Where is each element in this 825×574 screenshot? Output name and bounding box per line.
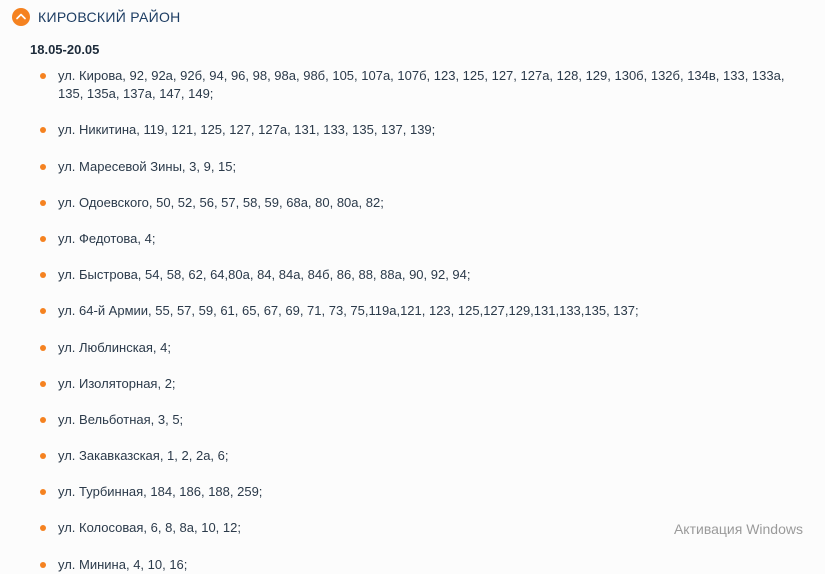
section-title: КИРОВСКИЙ РАЙОН bbox=[38, 9, 181, 25]
list-item: ул. Минина, 4, 10, 16; bbox=[40, 556, 825, 574]
list-item: ул. Закавказская, 1, 2, 2а, 6; bbox=[40, 447, 825, 465]
list-item: ул. Маресевой Зины, 3, 9, 15; bbox=[40, 158, 825, 176]
list-item: ул. Быстрова, 54, 58, 62, 64,80а, 84, 84… bbox=[40, 266, 825, 284]
list-item: ул. 64-й Армии, 55, 57, 59, 61, 65, 67, … bbox=[40, 302, 825, 320]
list-item: ул. Федотова, 4; bbox=[40, 230, 825, 248]
list-item: ул. Изоляторная, 2; bbox=[40, 375, 825, 393]
date-range: 18.05-20.05 bbox=[0, 32, 825, 67]
address-list: ул. Кирова, 92, 92а, 92б, 94, 96, 98, 98… bbox=[0, 67, 825, 574]
chevron-up-icon bbox=[12, 8, 30, 26]
windows-activation-watermark: Активация Windows bbox=[674, 521, 803, 537]
section-header[interactable]: КИРОВСКИЙ РАЙОН bbox=[0, 0, 825, 32]
list-item: ул. Одоевского, 50, 52, 56, 57, 58, 59, … bbox=[40, 194, 825, 212]
list-item: ул. Никитина, 119, 121, 125, 127, 127а, … bbox=[40, 121, 825, 139]
list-item: ул. Люблинская, 4; bbox=[40, 339, 825, 357]
list-item: ул. Турбинная, 184, 186, 188, 259; bbox=[40, 483, 825, 501]
list-item: ул. Вельботная, 3, 5; bbox=[40, 411, 825, 429]
list-item: ул. Кирова, 92, 92а, 92б, 94, 96, 98, 98… bbox=[40, 67, 825, 103]
